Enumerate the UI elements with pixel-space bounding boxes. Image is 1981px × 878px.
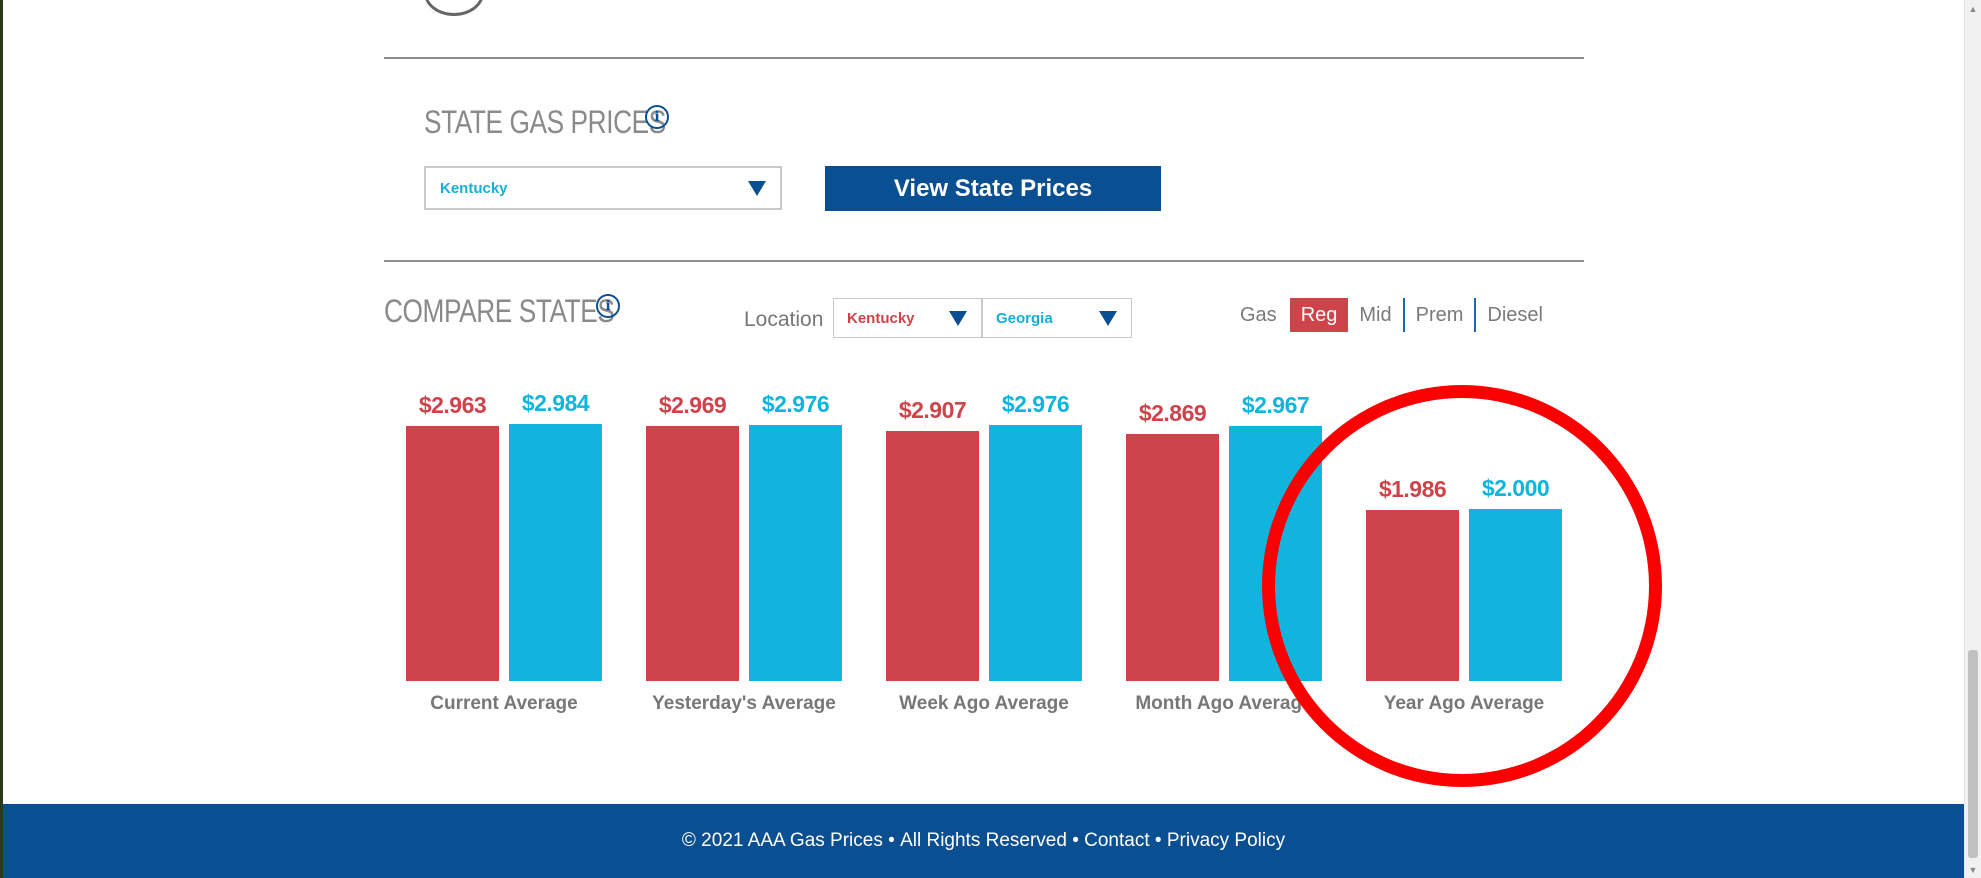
info-icon[interactable]: i [596,294,620,318]
compare-states-heading: COMPARE STATES [384,293,615,329]
bar-ky-3 [1126,434,1219,681]
dropdown-arrow-icon [949,310,967,326]
tab-prem[interactable]: Prem [1402,298,1475,332]
bar-ga-1 [749,425,842,681]
footer-copyright: © 2021 AAA Gas Prices [681,830,883,851]
scroll-down-icon[interactable]: ▼ [1968,864,1978,875]
category-label-1: Yesterday's Average [652,693,836,714]
bar-value-label-ga-4: $2.000 [1481,475,1550,501]
state-gas-prices-heading: STATE GAS PRICES [424,104,666,140]
category-label-2: Week Ago Average [899,693,1069,714]
bar-value-label-ga-1: $2.976 [761,391,830,418]
section-divider [384,260,1584,262]
scrollbar[interactable]: ▲ ▼ [1964,0,1981,878]
bar-value-label-ky-4: $1.986 [1378,476,1447,503]
tab-reg[interactable]: Reg [1289,298,1349,332]
bar-value-label-ga-0: $2.984 [521,390,590,417]
tab-diesel[interactable]: Diesel [1474,298,1554,332]
bar-ga-3 [1229,425,1322,681]
left-window-edge [0,0,3,878]
bar-ky-1 [646,425,739,681]
location-1-select[interactable]: Kentucky [833,298,982,338]
dropdown-arrow-icon [748,180,766,196]
scroll-up-icon[interactable]: ▲ [1968,3,1978,14]
bar-ga-2 [989,425,1082,681]
footer-rights: All Rights Reserved [900,830,1067,851]
footer-separator: • [1066,830,1085,851]
view-state-prices-button[interactable]: View State Prices [825,166,1161,211]
fuel-type-tabs: Gas Reg Mid Prem Diesel [1240,298,1554,332]
bar-ky-0 [406,426,499,681]
category-label-3: Month Ago Average [1135,693,1313,714]
footer-separator: • [882,830,901,851]
bar-value-label-ky-1: $2.969 [658,391,727,418]
location-2-value: Georgia [996,309,1053,327]
bar-value-label-ga-2: $2.976 [1001,391,1070,418]
gas-pump-icon [424,0,484,16]
compare-states-chart: $2.963 $2.984 Current Average $2.969 $2.976 Y… [384,380,1584,720]
bar-value-label-ga-3: $2.967 [1241,391,1310,418]
category-label-4: Year Ago Average [1383,693,1545,714]
bar-value-label-ky-2: $2.907 [898,396,967,423]
bar-ga-0 [509,424,602,681]
section-divider [384,57,1584,59]
location-label: Location [744,308,824,331]
footer-separator: • [1149,830,1167,851]
bar-ga-4 [1469,509,1562,681]
fuel-label: Gas [1240,303,1277,326]
category-label-0: Current Average [430,693,578,714]
tab-mid[interactable]: Mid [1359,303,1392,326]
footer-contact-link[interactable]: Contact [1084,830,1150,851]
dropdown-arrow-icon [1099,310,1117,326]
bar-ky-4 [1366,510,1459,681]
footer-privacy-link[interactable]: Privacy Policy [1166,830,1286,851]
info-icon[interactable]: i [645,105,669,129]
state-select-value: Kentucky [440,179,508,197]
bar-value-label-ky-0: $2.963 [418,392,487,419]
state-select[interactable]: Kentucky [424,166,782,210]
scrollbar-thumb[interactable] [1968,650,1978,858]
location-2-select[interactable]: Georgia [982,298,1132,338]
location-1-value: Kentucky [847,309,915,327]
bar-ky-2 [886,430,979,681]
bar-value-label-ky-3: $2.869 [1138,400,1207,427]
footer: © 2021 AAA Gas Prices • All Rights Reser… [3,804,1964,878]
